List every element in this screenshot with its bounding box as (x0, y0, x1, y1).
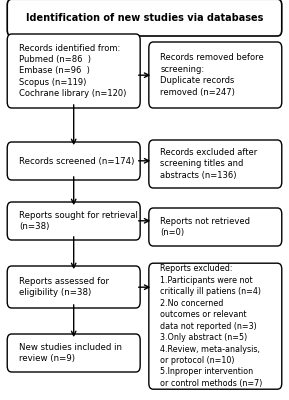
FancyBboxPatch shape (7, 202, 140, 240)
FancyBboxPatch shape (7, 34, 140, 108)
Text: Records excluded after
screening titles and
abstracts (n=136): Records excluded after screening titles … (160, 148, 258, 180)
FancyBboxPatch shape (149, 140, 282, 188)
FancyBboxPatch shape (7, 142, 140, 180)
FancyBboxPatch shape (7, 334, 140, 372)
Text: Reports excluded:
1.Participants were not
critically ill patiens (n=4)
2.No conc: Reports excluded: 1.Participants were no… (160, 264, 263, 388)
FancyBboxPatch shape (149, 208, 282, 246)
FancyBboxPatch shape (7, 0, 282, 36)
FancyBboxPatch shape (149, 42, 282, 108)
Text: Records removed before
screening:
Duplicate records
removed (n=247): Records removed before screening: Duplic… (160, 53, 264, 97)
Text: New studies included in
review (n=9): New studies included in review (n=9) (19, 343, 122, 363)
FancyBboxPatch shape (149, 263, 282, 389)
Text: Records screened (n=174): Records screened (n=174) (19, 156, 134, 166)
FancyBboxPatch shape (7, 266, 140, 308)
Text: Reports sought for retrieval
(n=38): Reports sought for retrieval (n=38) (19, 211, 138, 231)
Text: Reports assessed for
eligibility (n=38): Reports assessed for eligibility (n=38) (19, 277, 109, 297)
Text: Identification of new studies via databases: Identification of new studies via databa… (26, 12, 263, 22)
Text: Records identified from:
Pubmed (n=86  )
Embase (n=96  )
Scopus (n=119)
Cochrane: Records identified from: Pubmed (n=86 ) … (19, 44, 126, 98)
Text: Reports not retrieved
(n=0): Reports not retrieved (n=0) (160, 217, 250, 237)
